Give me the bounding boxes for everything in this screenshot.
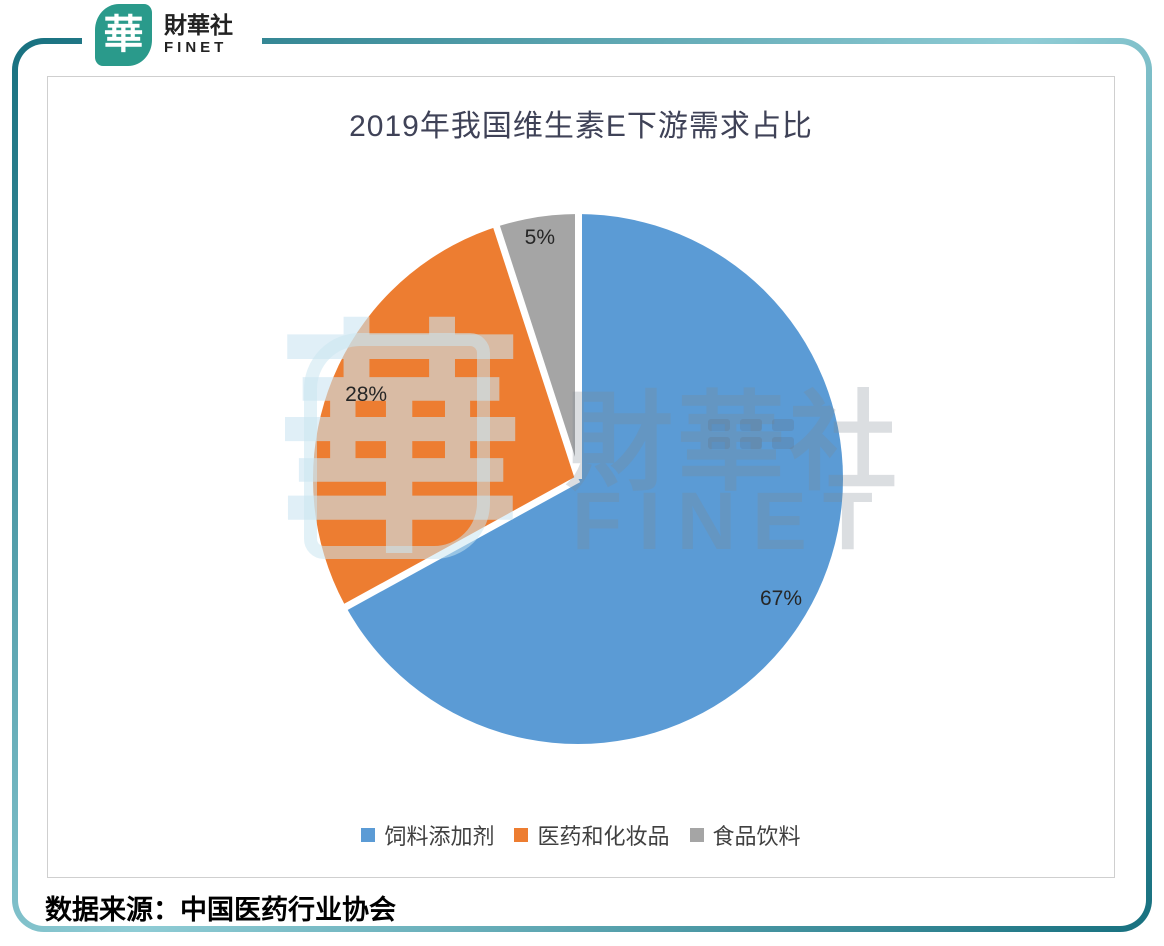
legend-label: 医药和化妆品 bbox=[537, 824, 670, 849]
brand-latin-name: FINET bbox=[164, 38, 228, 56]
legend-swatch-icon bbox=[361, 828, 376, 842]
source-note: 数据来源：中国医药行业协会 bbox=[45, 895, 396, 925]
legend-item: 食品饮料 bbox=[689, 819, 801, 851]
brand-header: 華 財華社 FINET bbox=[95, 4, 233, 66]
brand-text: 財華社 FINET bbox=[164, 13, 233, 56]
chart-legend: 饲料添加剂 医药和化妆品 食品饮料 bbox=[48, 819, 1114, 851]
brand-name: 財華社 bbox=[164, 12, 233, 39]
legend-label: 饲料添加剂 bbox=[384, 824, 495, 849]
pie-slice-label: 5% bbox=[524, 226, 556, 250]
legend-swatch-icon bbox=[689, 828, 704, 842]
chart-area: 2019年我国维生素E下游需求占比 華 財華社 FINET 67% 28% 5% 饲… bbox=[47, 76, 1115, 878]
legend-swatch-icon bbox=[514, 828, 529, 842]
pie-slice-separator bbox=[574, 212, 582, 479]
legend-item: 医药和化妆品 bbox=[514, 819, 670, 851]
chart-title: 2019年我国维生素E下游需求占比 bbox=[349, 110, 813, 143]
finet-logo-icon: 華 bbox=[95, 4, 152, 66]
pie-slice-label: 67% bbox=[759, 587, 803, 611]
pie-slice-label: 28% bbox=[345, 383, 388, 407]
legend-item: 饲料添加剂 bbox=[361, 819, 494, 851]
legend-label: 食品饮料 bbox=[712, 824, 801, 849]
